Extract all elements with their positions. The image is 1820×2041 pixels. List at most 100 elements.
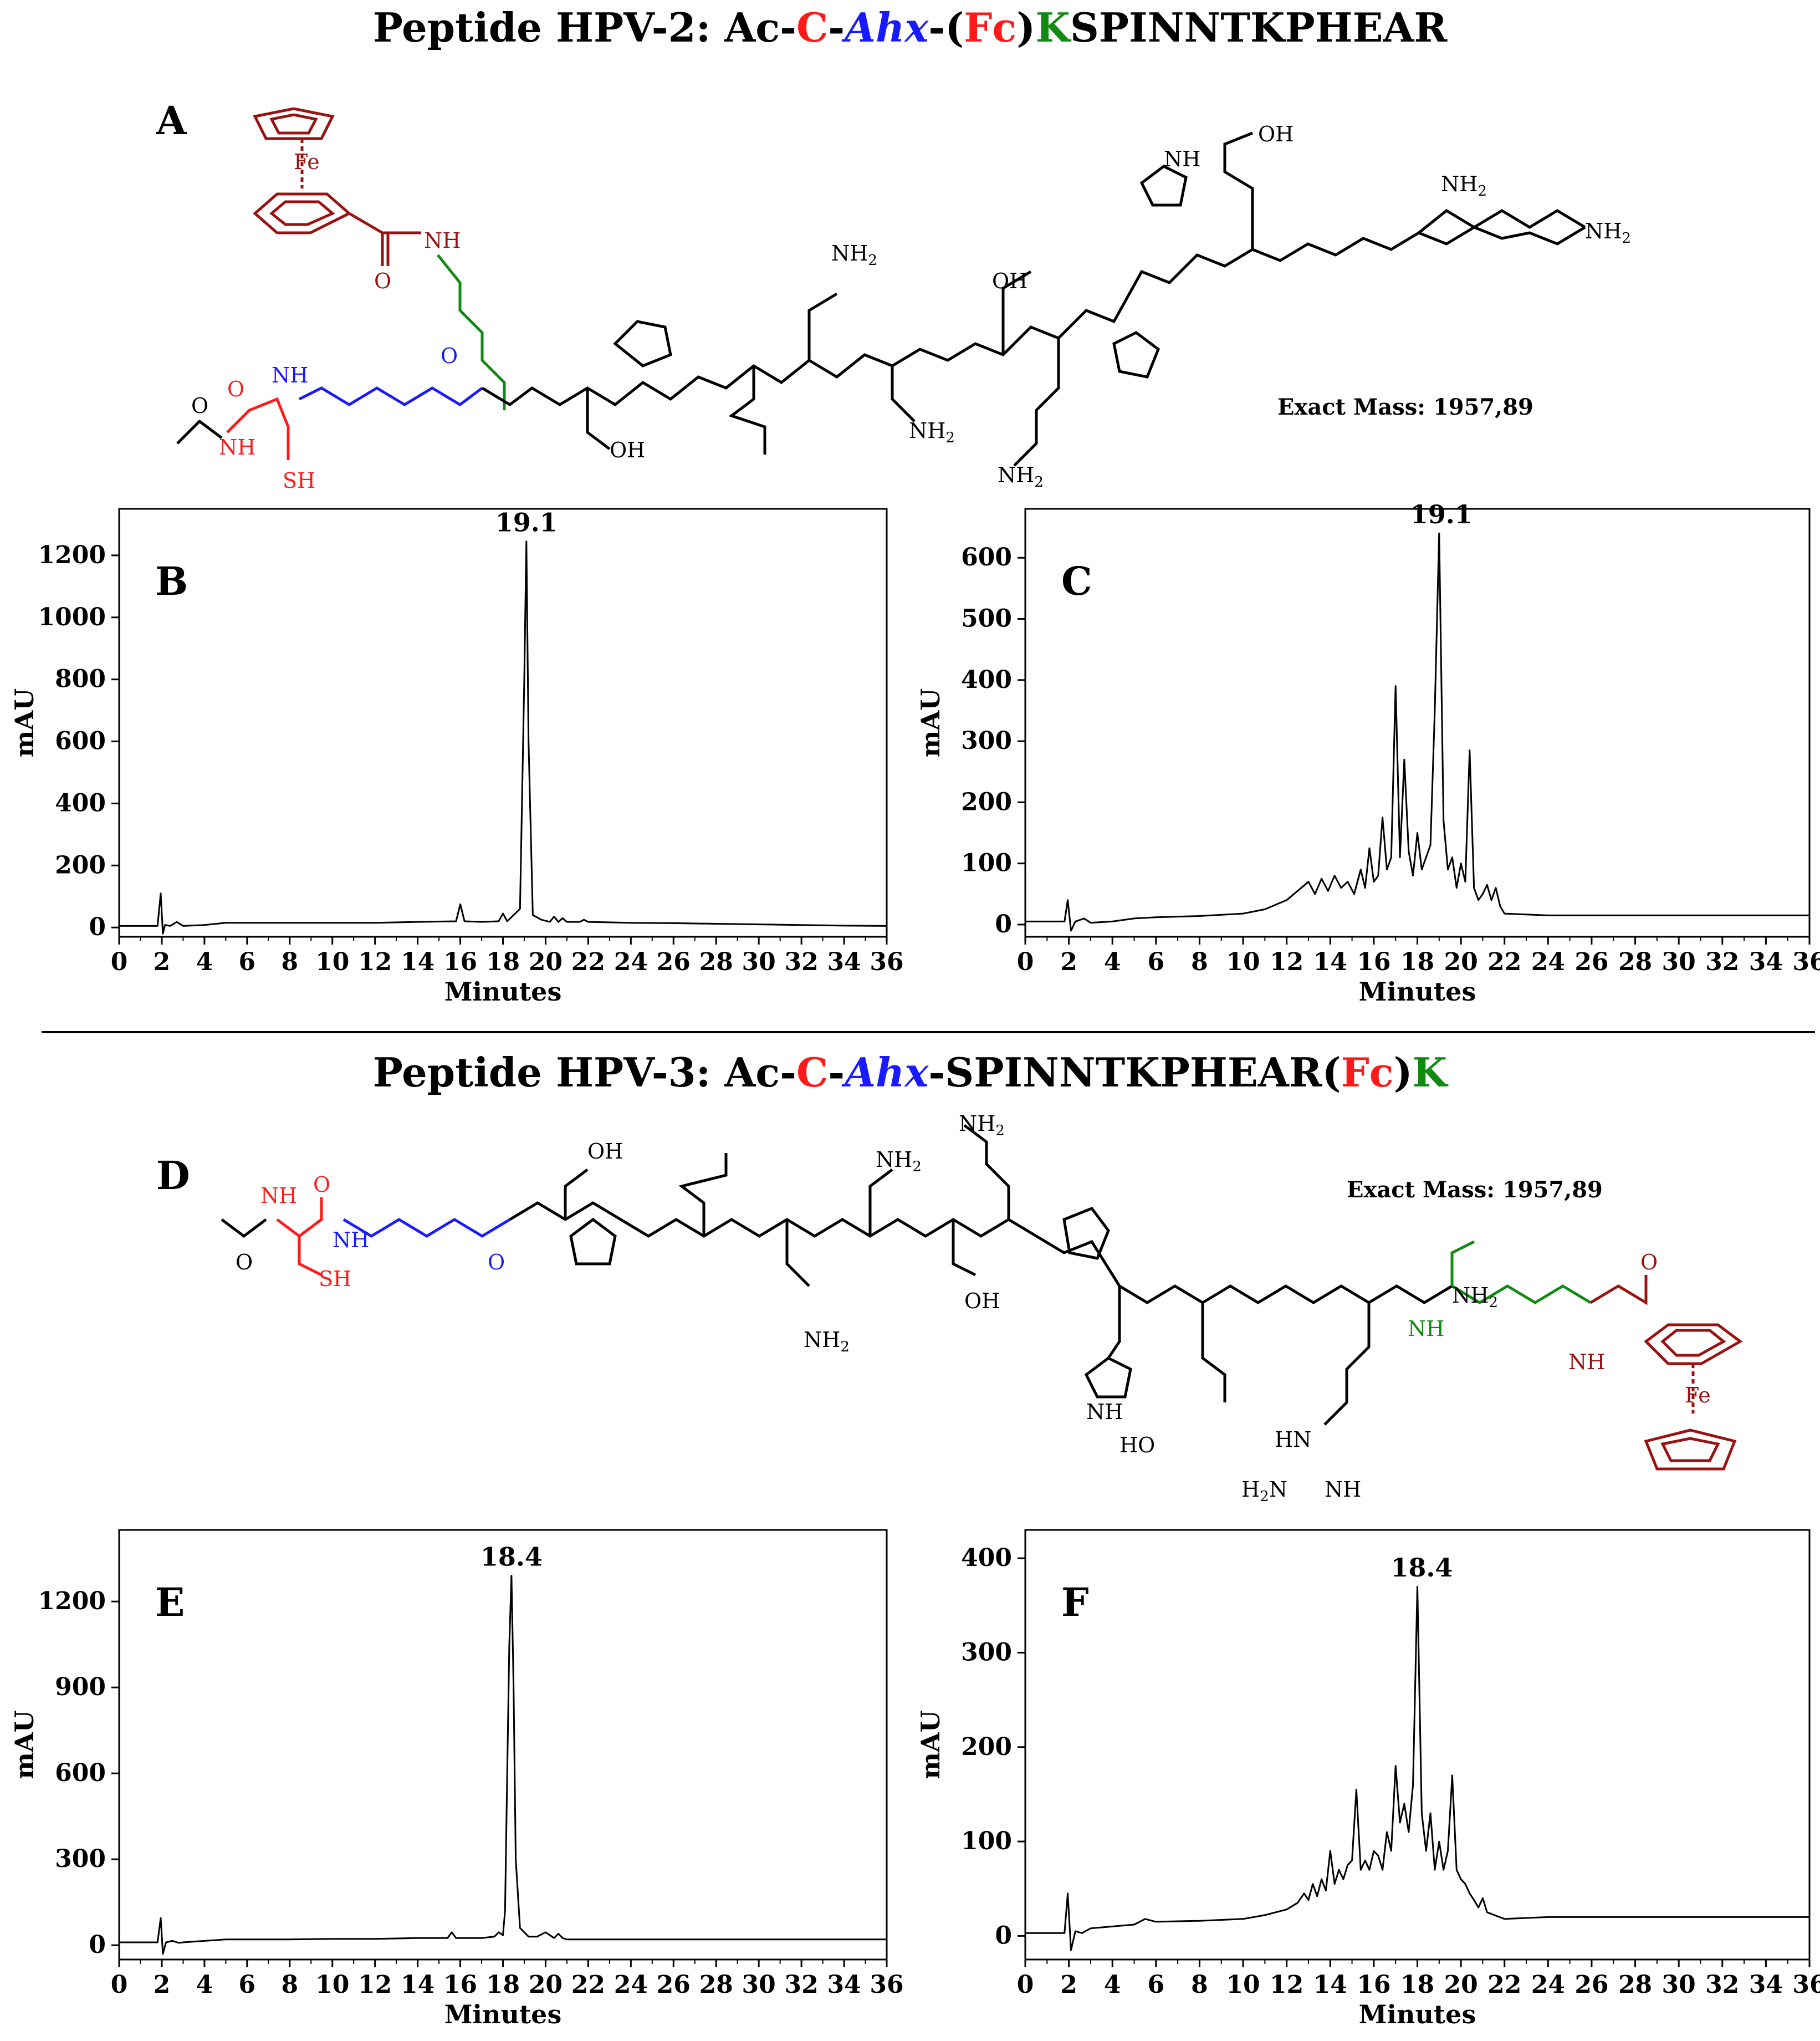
y-tick-label: 900 bbox=[55, 1673, 106, 1701]
lys-chain-d bbox=[1451, 1284, 1592, 1304]
x-tick-label: 26 bbox=[1574, 948, 1608, 976]
nh2-label-d1: NH2 bbox=[876, 1147, 922, 1175]
x-tick-label: 34 bbox=[1749, 1971, 1783, 1999]
x-tick-label: 10 bbox=[1226, 1971, 1260, 1999]
y-tick-label: 1200 bbox=[38, 1587, 106, 1615]
y-tick-label: 200 bbox=[55, 851, 106, 879]
proline-ring-d2 bbox=[1062, 1206, 1110, 1260]
title-segment: K bbox=[1035, 4, 1071, 51]
title-segment: Fc bbox=[964, 4, 1016, 51]
oh-label-a1: OH bbox=[610, 438, 645, 462]
o-label-a3: O bbox=[191, 394, 208, 418]
o-label-a1: O bbox=[374, 269, 391, 293]
chromatogram-trace bbox=[119, 540, 887, 935]
chromatogram-trace bbox=[1025, 532, 1809, 932]
x-tick-label: 30 bbox=[742, 1971, 776, 1999]
title-segment: -SPINNTKPHEAR( bbox=[928, 1049, 1341, 1096]
side-d6 bbox=[963, 1124, 1010, 1220]
o-label-d2: O bbox=[313, 1172, 330, 1197]
y-tick-label: 400 bbox=[55, 789, 106, 817]
cys-d2 bbox=[298, 1236, 323, 1277]
x-tick-label: 26 bbox=[657, 1971, 691, 1999]
x-tick-label: 22 bbox=[1487, 948, 1521, 976]
peak-label: 18.4 bbox=[1390, 1553, 1453, 1583]
y-tick-label: 500 bbox=[961, 605, 1012, 633]
x-tick-label: 0 bbox=[111, 1971, 128, 1999]
hpv3-title: Peptide HPV-3: Ac-C-Ahx-SPINNTKPHEAR(Fc)… bbox=[373, 1049, 1449, 1096]
title-segment: Peptide HPV-2: Ac- bbox=[373, 4, 796, 51]
side-d8 bbox=[1201, 1303, 1226, 1402]
y-tick-label: 0 bbox=[89, 1931, 106, 1959]
nh-label-a4: NH bbox=[1164, 147, 1200, 171]
x-tick-label: 22 bbox=[571, 948, 605, 976]
x-tick-label: 34 bbox=[1749, 948, 1783, 976]
proline-ring-a2 bbox=[1112, 331, 1160, 379]
x-tick-label: 24 bbox=[614, 1971, 648, 1999]
panel-label: B bbox=[155, 558, 188, 604]
x-tick-label: 16 bbox=[1357, 948, 1390, 976]
side-chains-a5 bbox=[1001, 270, 1032, 355]
y-tick-label: 1200 bbox=[38, 541, 106, 569]
y-tick-label: 200 bbox=[961, 788, 1012, 816]
x-tick-label: 4 bbox=[1104, 948, 1121, 976]
cys-d bbox=[276, 1197, 323, 1238]
x-tick-label: 34 bbox=[827, 1971, 861, 1999]
title-segment: -( bbox=[928, 4, 964, 51]
ferrocene-d bbox=[1589, 1275, 1743, 1471]
side-chains-a bbox=[586, 388, 611, 450]
y-tick-label: 300 bbox=[961, 727, 1012, 755]
nh2-label-a2: NH2 bbox=[909, 419, 955, 446]
plot-frame bbox=[118, 508, 888, 938]
y-axis-label: mAU bbox=[916, 688, 945, 757]
exact-mass-hpv3: Exact Mass: 1957,89 bbox=[1347, 1177, 1603, 1203]
x-tick-label: 28 bbox=[1618, 948, 1652, 976]
nh-label-d5: NH bbox=[1086, 1400, 1123, 1424]
ferrocene-a bbox=[253, 107, 421, 266]
nh2-label-a1: NH2 bbox=[831, 241, 877, 269]
x-tick-label: 36 bbox=[870, 1971, 903, 1999]
o-label-d3: O bbox=[488, 1250, 505, 1274]
proline-ring-d1 bbox=[569, 1217, 617, 1266]
x-tick-label: 4 bbox=[196, 948, 213, 976]
y-tick-label: 300 bbox=[961, 1638, 1012, 1666]
backbone-d bbox=[509, 1201, 1453, 1304]
nh-label-d1: NH bbox=[260, 1183, 297, 1208]
side-chains-a8 bbox=[1418, 208, 1586, 234]
acetyl-a bbox=[176, 419, 223, 445]
panel-label: E bbox=[155, 1579, 185, 1625]
x-axis-label: Minutes bbox=[444, 1999, 562, 2029]
x-tick-label: 32 bbox=[784, 948, 818, 976]
y-tick-label: 1000 bbox=[38, 603, 106, 631]
x-tick-label: 6 bbox=[239, 948, 256, 976]
oh-label-a2: OH bbox=[992, 269, 1027, 293]
x-tick-label: 8 bbox=[281, 1971, 298, 1999]
o-label-d1: O bbox=[236, 1250, 253, 1274]
panel-label: C bbox=[1061, 558, 1092, 604]
x-tick-label: 12 bbox=[1270, 1971, 1303, 1999]
peak-label: 19.1 bbox=[1410, 499, 1473, 529]
x-tick-label: 4 bbox=[196, 1971, 213, 1999]
x-tick-label: 8 bbox=[1191, 948, 1208, 976]
y-tick-label: 600 bbox=[55, 1759, 106, 1787]
x-tick-label: 12 bbox=[1270, 948, 1303, 976]
x-tick-label: 18 bbox=[1400, 948, 1434, 976]
nh-label-d2: NH bbox=[333, 1228, 369, 1252]
side-chains-a4 bbox=[891, 366, 916, 422]
nh-label-d6: NH bbox=[1325, 1477, 1361, 1502]
x-tick-label: 20 bbox=[1444, 1971, 1478, 1999]
oh-label-a3: OH bbox=[1258, 122, 1294, 146]
x-axis-label: Minutes bbox=[1359, 1999, 1476, 2029]
x-tick-label: 30 bbox=[1662, 948, 1696, 976]
o-label-a4: O bbox=[441, 344, 458, 368]
x-tick-label: 6 bbox=[1148, 1971, 1165, 1999]
ho-label-d: HO bbox=[1119, 1433, 1155, 1457]
nh-label-d3: NH bbox=[1408, 1317, 1444, 1341]
fe-label-a: Fe bbox=[294, 150, 320, 174]
title-segment: K bbox=[1413, 1049, 1449, 1096]
x-tick-label: 10 bbox=[315, 948, 349, 976]
acetyl-d bbox=[221, 1218, 267, 1238]
hpv2-title: Peptide HPV-2: Ac-C-Ahx-(Fc)KSPINNTKPHEA… bbox=[373, 4, 1448, 51]
x-axis-label: Minutes bbox=[1359, 977, 1476, 1007]
cys-a bbox=[226, 397, 290, 460]
